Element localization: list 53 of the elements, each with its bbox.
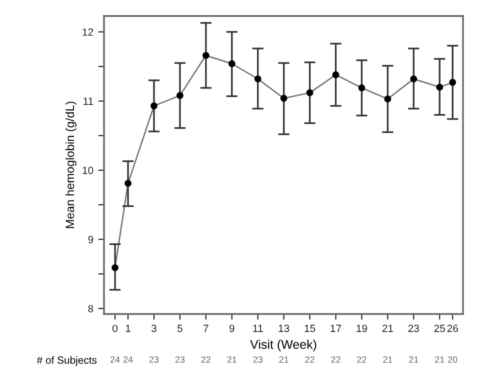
point: [280, 94, 288, 102]
point: [112, 264, 119, 272]
text: 22: [201, 356, 210, 363]
x-tick-label: 21: [382, 324, 393, 332]
x-tick-label: 26: [447, 324, 458, 332]
point: [306, 89, 314, 96]
point: [436, 84, 444, 91]
point: [202, 52, 210, 59]
text: 21: [435, 356, 444, 363]
text: 21: [409, 356, 418, 363]
text: 23: [149, 356, 159, 363]
x-tick-label: 5: [177, 324, 182, 332]
y-tick-label: 9: [88, 236, 94, 244]
x-tick-label: 3: [151, 324, 156, 332]
x-tick-label: 11: [253, 324, 263, 332]
y-tick-label: 10: [82, 166, 94, 174]
x-tick-label: 7: [204, 324, 208, 332]
text: 20: [448, 356, 458, 363]
x-tick-label: 25: [434, 324, 445, 332]
y-tick-label: 12: [82, 28, 94, 36]
x-axis-title: Visit (Week): [250, 340, 316, 352]
point: [124, 180, 132, 187]
point: [358, 84, 366, 92]
y-tick-label: 8: [88, 304, 94, 312]
point: [176, 92, 184, 99]
text: 21: [383, 356, 392, 363]
x-tick-label: 19: [356, 324, 368, 332]
point: [332, 71, 340, 78]
x-tick-label: 1: [126, 324, 130, 332]
y-tick-label: 11: [84, 98, 94, 105]
text: # of Subjects: [36, 356, 97, 366]
text: 21: [227, 356, 236, 363]
x-tick-label: 15: [304, 324, 316, 332]
text: 22: [305, 356, 314, 363]
text: 23: [175, 356, 185, 363]
text: 24: [123, 356, 133, 363]
x-tick-label: 13: [278, 324, 290, 332]
point: [410, 75, 418, 82]
x-tick-label: 23: [408, 324, 419, 332]
text: 22: [357, 356, 366, 363]
x-tick-label: 17: [330, 324, 342, 332]
point: [228, 60, 236, 68]
point: [384, 95, 392, 102]
point: [449, 78, 456, 86]
text: 22: [331, 356, 340, 363]
text: 21: [279, 356, 288, 363]
x-tick-label: 9: [229, 324, 234, 332]
y-axis-title: Mean hemoglobin (g/dL): [65, 102, 76, 228]
text: 24: [110, 356, 120, 363]
point: [150, 102, 158, 110]
text: 23: [253, 356, 262, 363]
x-tick-label: 0: [112, 324, 118, 332]
point: [254, 75, 262, 82]
